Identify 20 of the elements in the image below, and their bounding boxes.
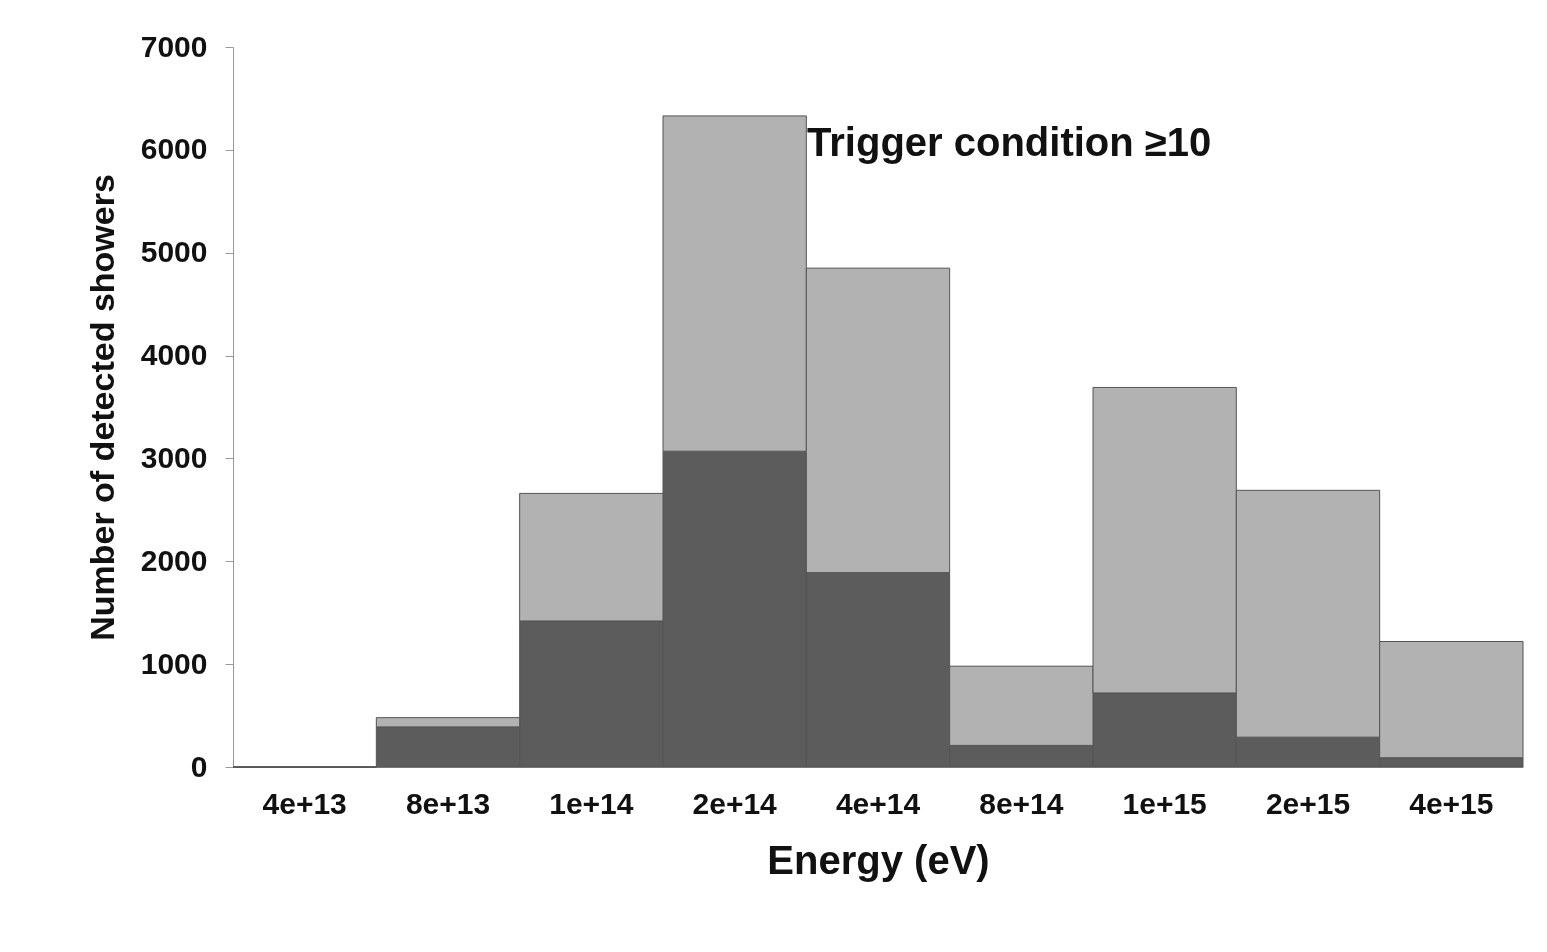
x-tick-label: 1e+14 — [549, 786, 634, 820]
y-tick-label: 3000 — [140, 440, 208, 474]
y-tick-label: 5000 — [140, 235, 208, 269]
x-tick-label: 1e+15 — [1122, 786, 1207, 820]
x-tick-label: 8e+14 — [979, 786, 1064, 820]
annotation: Trigger condition ≥10 — [807, 120, 1212, 164]
y-tick-label: 2000 — [140, 543, 208, 577]
x-axis-title: Energy (eV) — [767, 837, 990, 882]
x-tick-label: 4e+14 — [835, 786, 921, 820]
y-tick-label: 1000 — [140, 646, 208, 680]
y-axis-title: Number of detected showers — [82, 174, 121, 641]
y-tick-label: 4000 — [140, 338, 208, 372]
x-tick-label: 4e+13 — [262, 786, 347, 820]
x-tick-label: 8e+13 — [405, 786, 491, 820]
x-tick-label: 2e+14 — [692, 786, 778, 820]
y-tick-label: 7000 — [140, 29, 208, 63]
y-tick-label: 6000 — [140, 132, 208, 166]
y-tick-label: 0 — [190, 749, 208, 783]
x-tick-label: 2e+15 — [1265, 786, 1351, 820]
x-tick-label: 4e+15 — [1409, 786, 1494, 820]
